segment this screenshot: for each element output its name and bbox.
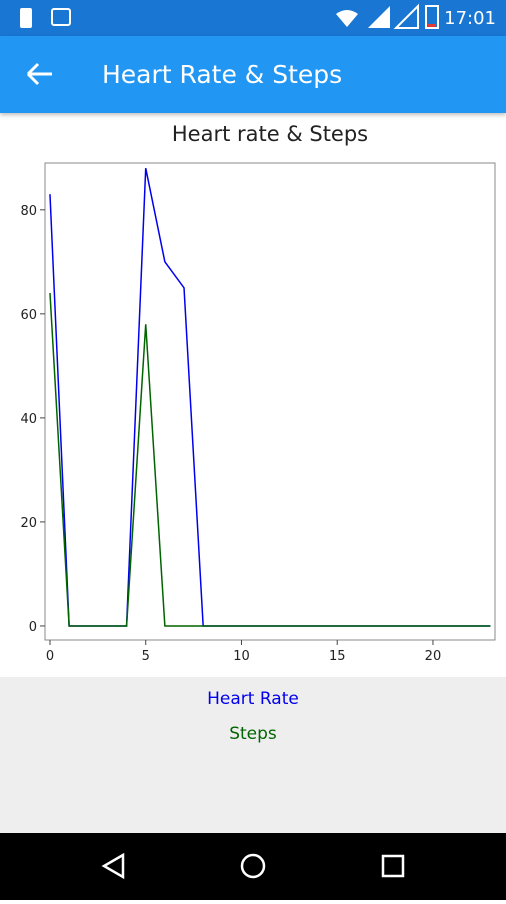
wifi-icon (336, 10, 358, 27)
legend-entry: Steps (229, 724, 277, 744)
home-nav[interactable] (240, 853, 266, 879)
series-line (49, 168, 491, 627)
legend: Heart Rate Steps (0, 677, 506, 833)
status-icons (20, 3, 439, 29)
nav-bar (0, 833, 506, 900)
signal-icon (393, 3, 419, 29)
image-icon (51, 8, 71, 26)
legend-entry: Heart Rate (207, 689, 299, 709)
signal-icon (368, 6, 390, 28)
chart-title: Heart rate & Steps (172, 122, 368, 146)
x-tick-label: 10 (233, 649, 250, 664)
app-bar: Heart Rate & Steps (0, 36, 506, 113)
battery-level (428, 24, 436, 27)
y-tick-label: 80 (20, 204, 37, 219)
chart: Heart rate & Steps 0 20 40 60 80 0 5 10 15 20 (20, 122, 496, 664)
status-bar: 17:01 (0, 0, 506, 36)
app-title: Heart Rate & Steps (102, 60, 343, 89)
x-tick-label: 5 (142, 649, 150, 664)
x-tick-label: 0 (46, 649, 54, 664)
battery-icon (425, 5, 439, 29)
clock: 17:01 (444, 8, 496, 29)
y-tick-label: 60 (20, 308, 37, 323)
x-tick-label: 20 (425, 649, 442, 664)
plot-frame (44, 162, 496, 641)
series-line (49, 293, 491, 627)
x-tick-label: 15 (329, 649, 346, 664)
notification-icon (20, 8, 32, 28)
back-nav[interactable] (101, 852, 125, 880)
y-tick-label: 40 (20, 412, 37, 427)
y-tick-label: 20 (20, 516, 37, 531)
nav-buttons (101, 852, 405, 880)
back-button[interactable] (20, 54, 60, 94)
y-tick-label: 0 (29, 620, 37, 635)
recents-nav[interactable] (381, 854, 405, 878)
